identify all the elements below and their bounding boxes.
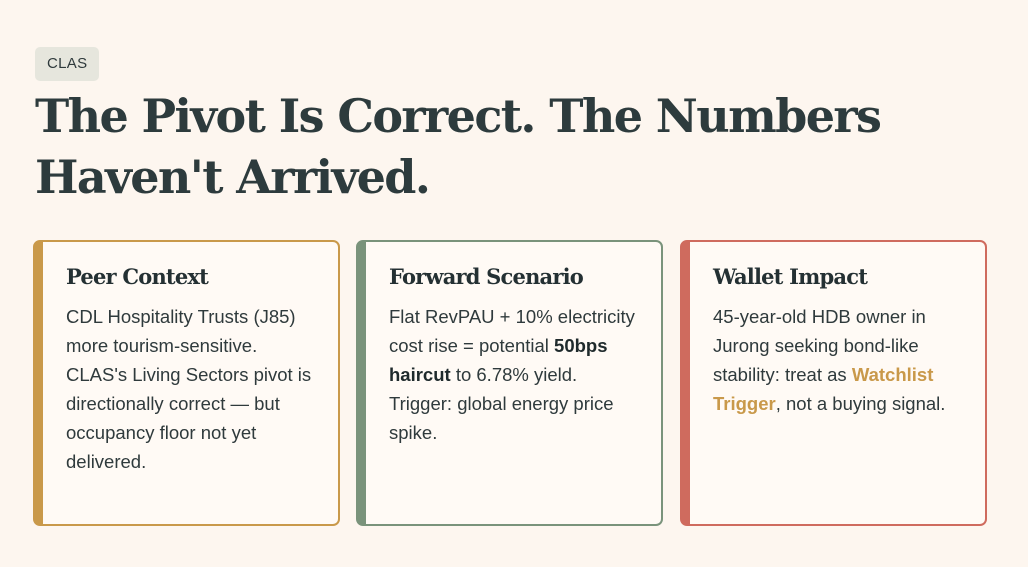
wallet-impact-card: Wallet Impact 45-year-old HDB owner in J…	[680, 240, 987, 526]
card-body-text: , not a buying signal.	[775, 393, 946, 414]
haircut-emphasis: 50bps haircut	[389, 335, 608, 385]
card-body: Flat RevPAU + 10% electricity cost rise …	[389, 302, 639, 447]
card-body-text: to 6.78% yield. Trigger: global energy p…	[389, 364, 614, 443]
ticker-tag: CLAS	[35, 47, 100, 81]
card-title: Wallet Impact	[713, 264, 868, 289]
peer-context-card: Peer Context CDL Hospitality Trusts (J85…	[33, 240, 340, 526]
card-title: Forward Scenario	[389, 264, 584, 289]
page-title: The Pivot Is Correct. The Numbers Haven'…	[35, 89, 882, 204]
forward-scenario-card: Forward Scenario Flat RevPAU + 10% elect…	[356, 240, 663, 526]
card-body: CDL Hospitality Trusts (J85) more touris…	[66, 306, 312, 472]
card-body-text: Flat RevPAU + 10% electricity cost rise …	[389, 306, 635, 356]
card-body: 45-year-old HDB owner in Jurong seeking …	[713, 302, 963, 418]
card-title: Peer Context	[66, 264, 209, 289]
watchlist-trigger-highlight: Watchlist Trigger	[713, 364, 934, 414]
card-body-text: 45-year-old HDB owner in Jurong seeking …	[713, 306, 926, 385]
